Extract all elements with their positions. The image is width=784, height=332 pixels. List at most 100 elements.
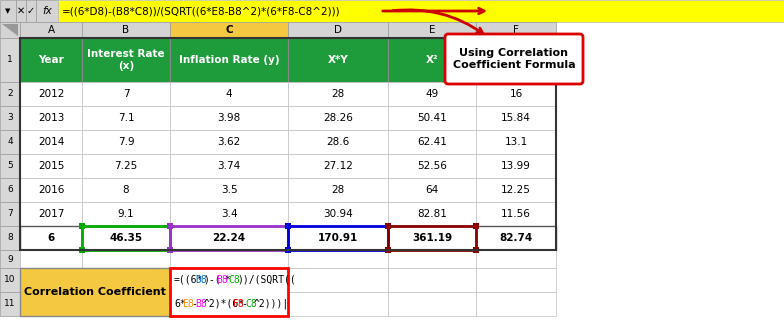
Text: 2012: 2012	[38, 89, 64, 99]
Text: 7.25: 7.25	[114, 161, 138, 171]
Text: Interest Rate
(x): Interest Rate (x)	[87, 49, 165, 71]
Bar	[82, 226, 170, 250]
Text: 2015: 2015	[38, 161, 64, 171]
FancyBboxPatch shape	[445, 34, 583, 84]
Text: 28.6: 28.6	[326, 137, 350, 147]
Text: =((6*D8)-(B8*C8))/(SQRT((6*E8-B8^2)*(6*F8-C8^2))): =((6*D8)-(B8*C8))/(SQRT((6*E8-B8^2)*(6*F…	[62, 6, 340, 16]
Bar	[285, 223, 291, 229]
Bar	[285, 247, 291, 253]
Bar	[285, 223, 291, 229]
Bar	[167, 247, 173, 253]
Text: 12.25: 12.25	[501, 185, 531, 195]
Bar	[20, 202, 82, 226]
Bar	[288, 178, 388, 202]
Text: E: E	[429, 25, 435, 35]
Bar	[0, 22, 20, 38]
Bar	[0, 292, 20, 316]
Bar	[288, 226, 388, 250]
Text: 7: 7	[122, 89, 129, 99]
Bar	[0, 178, 20, 202]
Bar	[20, 106, 82, 130]
Text: 7.9: 7.9	[118, 137, 134, 147]
Text: 16: 16	[510, 89, 523, 99]
Bar	[16, 0, 26, 22]
Bar	[288, 154, 388, 178]
Text: X*Y: X*Y	[328, 55, 348, 65]
Bar	[476, 154, 556, 178]
Text: 22.24: 22.24	[212, 233, 245, 243]
Bar	[58, 0, 784, 22]
Text: 3.5: 3.5	[220, 185, 238, 195]
Text: 2: 2	[7, 90, 13, 99]
Text: 82.81: 82.81	[417, 209, 447, 219]
Text: F: F	[513, 25, 519, 35]
Text: B8: B8	[195, 299, 207, 309]
Text: ))/(SQRT((: ))/(SQRT((	[237, 275, 296, 285]
Text: 1: 1	[7, 55, 13, 64]
Text: 170.91: 170.91	[318, 233, 358, 243]
Bar	[82, 202, 170, 226]
Text: =((6*: =((6*	[174, 275, 203, 285]
Bar	[388, 106, 476, 130]
Bar	[170, 226, 288, 250]
Bar	[388, 82, 476, 106]
Text: 30.94: 30.94	[323, 209, 353, 219]
Bar	[476, 250, 556, 268]
Bar	[82, 38, 170, 82]
Text: 3.62: 3.62	[217, 137, 241, 147]
Text: 3.74: 3.74	[217, 161, 241, 171]
Bar	[288, 202, 388, 226]
Bar	[385, 247, 391, 253]
Text: 64: 64	[426, 185, 438, 195]
Bar	[82, 22, 170, 38]
Bar	[79, 223, 85, 229]
Text: 62.41: 62.41	[417, 137, 447, 147]
Bar	[476, 178, 556, 202]
Text: )-(: )-(	[203, 275, 221, 285]
Text: 27.12: 27.12	[323, 161, 353, 171]
Bar	[170, 202, 288, 226]
Bar	[20, 250, 82, 268]
Text: Using Correlation
Coefficient Formula: Using Correlation Coefficient Formula	[452, 48, 575, 70]
Bar	[476, 38, 556, 82]
Text: A: A	[48, 25, 55, 35]
Bar	[82, 154, 170, 178]
Text: 361.19: 361.19	[412, 233, 452, 243]
Bar	[170, 268, 288, 316]
Bar	[388, 268, 476, 292]
Text: 49: 49	[426, 89, 438, 99]
Text: 2013: 2013	[38, 113, 64, 123]
Text: C8: C8	[245, 299, 257, 309]
Bar	[473, 223, 479, 229]
Bar	[0, 106, 20, 130]
Bar	[288, 82, 388, 106]
Bar	[288, 250, 388, 268]
Text: 4: 4	[7, 137, 13, 146]
Bar	[170, 178, 288, 202]
Bar	[167, 223, 173, 229]
Bar	[82, 106, 170, 130]
Text: 15.84: 15.84	[501, 113, 531, 123]
Text: 82.74: 82.74	[499, 233, 532, 243]
Text: 46.35: 46.35	[110, 233, 143, 243]
Bar	[0, 130, 20, 154]
Bar	[82, 178, 170, 202]
Bar	[285, 247, 291, 253]
Text: B8: B8	[216, 275, 227, 285]
Bar	[170, 250, 288, 268]
Bar	[79, 247, 85, 253]
Bar	[170, 82, 288, 106]
Bar	[170, 22, 288, 38]
Text: ✓: ✓	[27, 6, 35, 16]
Bar	[170, 130, 288, 154]
Text: 6: 6	[47, 233, 55, 243]
Bar	[288, 106, 388, 130]
Text: X²: X²	[426, 55, 438, 65]
Text: *: *	[224, 275, 230, 285]
Bar	[288, 38, 388, 82]
Bar	[0, 250, 20, 268]
Bar	[288, 268, 388, 292]
Text: 28.26: 28.26	[323, 113, 353, 123]
Text: 8: 8	[122, 185, 129, 195]
Bar	[0, 38, 20, 82]
